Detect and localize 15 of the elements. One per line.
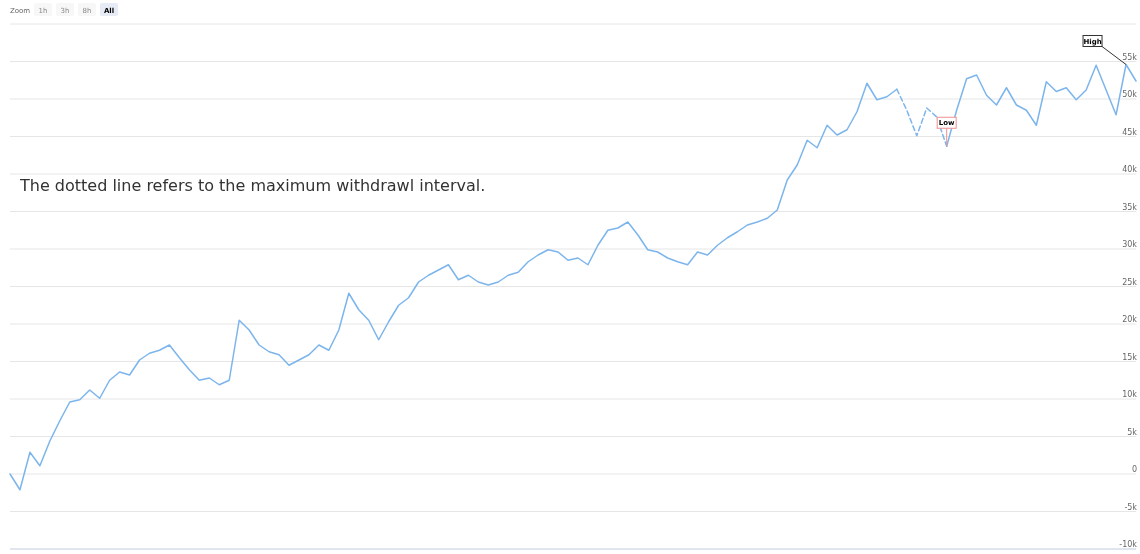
y-tick-label: 10k — [1122, 390, 1138, 399]
y-tick-label: 5k — [1127, 427, 1138, 437]
y-tick-label: 0 — [1131, 465, 1137, 474]
y-tick-label: -5k — [1124, 502, 1138, 512]
y-tick-label: 25k — [1122, 277, 1138, 287]
y-tick-label: -10k — [1119, 540, 1138, 549]
annotation: The dotted line refers to the maximum withdrawl interval. — [19, 176, 486, 195]
y-tick-label: 35k — [1122, 202, 1138, 212]
y-tick-label: 40k — [1122, 165, 1138, 174]
y-tick-label: 50k — [1122, 90, 1138, 99]
y-tick-label: 15k — [1122, 352, 1138, 362]
y-tick-label: 20k — [1122, 315, 1138, 324]
y-tick-label: 30k — [1122, 240, 1138, 249]
y-tick-label: 45k — [1122, 127, 1138, 137]
y-tick-label: 55k — [1122, 52, 1138, 62]
